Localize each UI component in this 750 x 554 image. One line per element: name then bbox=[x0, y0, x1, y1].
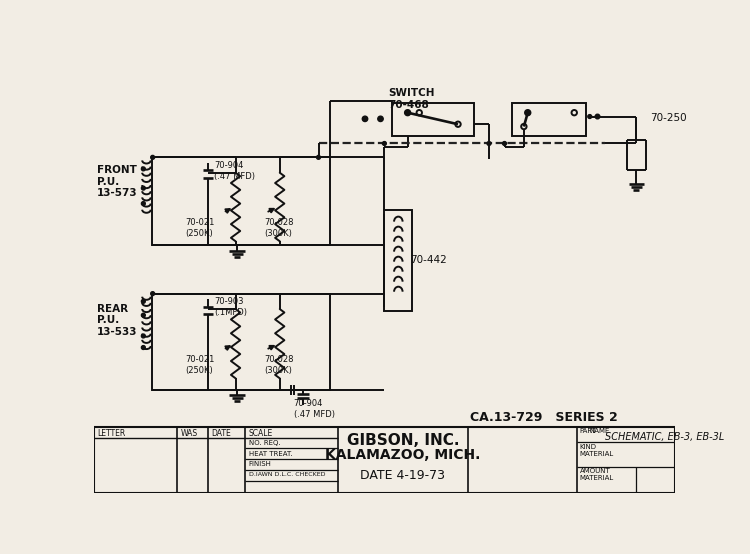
Circle shape bbox=[142, 346, 146, 350]
Bar bbox=[512, 104, 586, 136]
Text: PART: PART bbox=[580, 428, 596, 434]
Circle shape bbox=[316, 156, 320, 159]
Text: HEAT TREAT.: HEAT TREAT. bbox=[249, 451, 292, 456]
Text: D.IAWN D.L.C. CHECKED: D.IAWN D.L.C. CHECKED bbox=[249, 472, 326, 477]
Text: 70-028
(300K): 70-028 (300K) bbox=[264, 218, 294, 238]
Circle shape bbox=[378, 116, 383, 121]
Circle shape bbox=[503, 142, 506, 145]
Circle shape bbox=[588, 115, 592, 119]
Circle shape bbox=[151, 156, 154, 159]
Circle shape bbox=[487, 142, 491, 145]
Text: CA.13-729   SERIES 2: CA.13-729 SERIES 2 bbox=[470, 412, 617, 424]
Text: 70-021
(250K): 70-021 (250K) bbox=[185, 218, 214, 238]
Text: NO. REQ.: NO. REQ. bbox=[249, 440, 280, 446]
Circle shape bbox=[151, 292, 154, 295]
Text: SCALE: SCALE bbox=[249, 429, 273, 438]
Text: SCHEMATIC, EB-3, EB-3L: SCHEMATIC, EB-3, EB-3L bbox=[605, 432, 724, 442]
Text: 70-028
(300K): 70-028 (300K) bbox=[264, 355, 294, 375]
Circle shape bbox=[405, 110, 410, 115]
Text: 70-250: 70-250 bbox=[650, 112, 687, 122]
Text: KALAMAZOO, MICH.: KALAMAZOO, MICH. bbox=[326, 448, 481, 463]
Text: 70-904
(.47 MFD): 70-904 (.47 MFD) bbox=[294, 399, 334, 418]
Text: 70-442: 70-442 bbox=[410, 255, 447, 265]
Circle shape bbox=[142, 186, 146, 190]
Circle shape bbox=[526, 110, 530, 115]
Circle shape bbox=[596, 114, 600, 119]
Text: KIND
MATERIAL: KIND MATERIAL bbox=[580, 444, 614, 457]
Circle shape bbox=[142, 334, 146, 338]
Text: REAR
P.U.
13-533: REAR P.U. 13-533 bbox=[97, 304, 137, 337]
Text: FRONT
P.U.
13-573: FRONT P.U. 13-573 bbox=[97, 165, 137, 198]
Text: WAS: WAS bbox=[181, 429, 198, 438]
Text: 70-903
(.1MFD): 70-903 (.1MFD) bbox=[214, 297, 247, 317]
Circle shape bbox=[142, 299, 146, 303]
Bar bbox=[152, 157, 330, 245]
Text: 70-904
(.47 MFD): 70-904 (.47 MFD) bbox=[214, 161, 255, 181]
Circle shape bbox=[142, 202, 146, 206]
Bar bbox=[392, 104, 473, 136]
Text: DATE 4-19-73: DATE 4-19-73 bbox=[361, 469, 446, 482]
Bar bbox=[152, 294, 330, 390]
Text: LETTER: LETTER bbox=[98, 429, 126, 438]
Text: AMOUNT
MATERIAL: AMOUNT MATERIAL bbox=[580, 469, 614, 481]
Text: NAME: NAME bbox=[590, 428, 610, 434]
Bar bbox=[384, 211, 412, 311]
Circle shape bbox=[142, 167, 146, 171]
Text: GIBSON, INC.: GIBSON, INC. bbox=[346, 433, 459, 448]
Text: DATE: DATE bbox=[211, 429, 231, 438]
Text: 70-021
(250K): 70-021 (250K) bbox=[185, 355, 214, 375]
Text: SWITCH
70-468: SWITCH 70-468 bbox=[388, 88, 435, 110]
Circle shape bbox=[142, 313, 146, 317]
Circle shape bbox=[362, 116, 368, 121]
Bar bbox=[94, 427, 675, 493]
Text: FINISH: FINISH bbox=[249, 461, 272, 468]
Circle shape bbox=[382, 142, 386, 145]
